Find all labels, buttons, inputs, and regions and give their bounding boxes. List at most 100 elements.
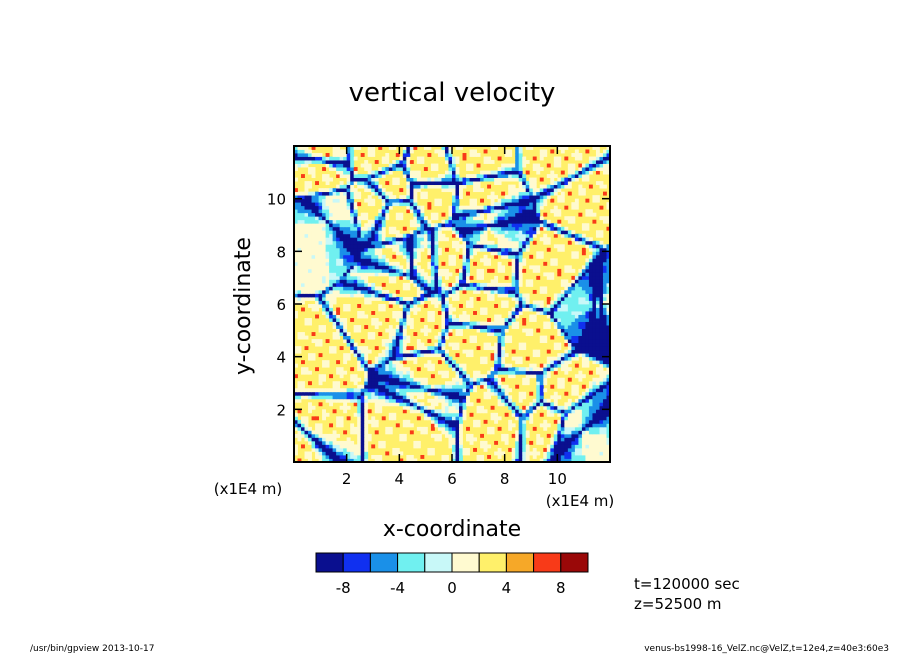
heatmap-cell (564, 293, 569, 298)
heatmap-cell (592, 458, 597, 462)
heatmap-cell (525, 377, 530, 382)
heatmap-cell (399, 377, 404, 382)
heatmap-cell (416, 258, 421, 263)
heatmap-cell (515, 191, 520, 196)
heatmap-cell (553, 363, 558, 368)
heatmap-cell (501, 230, 506, 235)
heatmap-cell (522, 370, 527, 375)
heatmap-cell (322, 195, 326, 200)
heatmap-cell (346, 191, 351, 196)
heatmap-cell (522, 202, 527, 207)
heatmap-cell (574, 202, 579, 207)
heatmap-cell (434, 296, 439, 301)
heatmap-cell (595, 321, 600, 326)
heatmap-cell (322, 230, 326, 235)
heatmap-cell (459, 363, 463, 368)
heatmap-cell (395, 370, 400, 375)
heatmap-cell (592, 416, 597, 421)
heatmap-cell (452, 188, 456, 193)
heatmap-cell (399, 244, 404, 249)
heatmap-cell (364, 286, 369, 291)
heatmap-cell (518, 177, 523, 182)
heatmap-cell (346, 247, 351, 252)
heatmap-cell (574, 335, 579, 340)
heatmap-cell (588, 391, 593, 396)
heatmap-cell (497, 170, 502, 175)
heatmap-cell (381, 339, 386, 344)
heatmap-cell (322, 272, 326, 277)
heatmap-cell (315, 314, 319, 319)
heatmap-cell (501, 286, 506, 291)
heatmap-cell (480, 377, 484, 382)
heatmap-cell (350, 265, 355, 270)
heatmap-cell (480, 230, 484, 235)
heatmap-cell (546, 275, 551, 280)
heatmap-cell (501, 247, 506, 252)
heatmap-cell (444, 416, 449, 421)
heatmap-cell (336, 286, 341, 291)
heatmap-cell (511, 318, 516, 322)
heatmap-cell (546, 447, 551, 452)
heatmap-cell (578, 275, 583, 280)
heatmap-cell (560, 282, 565, 287)
heatmap-cell (304, 247, 309, 252)
heatmap-cell (304, 367, 309, 372)
heatmap-cell (437, 181, 442, 186)
heatmap-cell (606, 268, 610, 273)
heatmap-cell (420, 384, 425, 389)
heatmap-cell (336, 174, 341, 178)
heatmap-cell (567, 177, 572, 182)
heatmap-cell (452, 233, 456, 238)
heatmap-cell (462, 318, 467, 322)
heatmap-cell (494, 314, 499, 319)
heatmap-cell (536, 398, 541, 403)
heatmap-cell (388, 296, 393, 301)
heatmap-cell (434, 437, 439, 442)
heatmap-cell (437, 223, 442, 228)
heatmap-cell (364, 391, 369, 396)
heatmap-cell (543, 402, 548, 407)
heatmap-cell (557, 181, 562, 186)
heatmap-cell (364, 160, 369, 164)
heatmap-cell (543, 212, 548, 217)
heatmap-cell (480, 307, 484, 312)
heatmap-cell (574, 296, 579, 301)
heatmap-cell (522, 300, 527, 305)
heatmap-cell (459, 426, 463, 431)
heatmap-cell (423, 384, 428, 389)
heatmap-cell (318, 237, 323, 242)
heatmap-cell (325, 304, 330, 308)
heatmap-cell (473, 381, 477, 386)
heatmap-cell (455, 381, 460, 386)
heatmap-cell (322, 412, 326, 417)
heatmap-cell (553, 258, 558, 263)
heatmap-cell (423, 286, 428, 291)
heatmap-cell (564, 367, 569, 372)
heatmap-cell (308, 402, 312, 407)
heatmap-cell (557, 384, 562, 389)
heatmap-cell (543, 339, 548, 344)
heatmap-cell (518, 367, 523, 372)
heatmap-cell (392, 254, 397, 259)
heatmap-cell (571, 349, 576, 354)
heatmap-cell (413, 268, 418, 273)
heatmap-cell (336, 423, 341, 428)
heatmap-cell (381, 381, 386, 386)
heatmap-cell (567, 286, 572, 291)
heatmap-cell (455, 374, 460, 379)
heatmap-cell (388, 325, 393, 329)
heatmap-cell (325, 240, 330, 245)
heatmap-cell (553, 356, 558, 361)
heatmap-cell (501, 244, 506, 249)
heatmap-cell (546, 247, 551, 252)
heatmap-cell (444, 405, 449, 410)
heatmap-cell (399, 311, 404, 315)
heatmap-cell (402, 370, 407, 375)
heatmap-cell (371, 398, 376, 403)
heatmap-cell (560, 314, 565, 319)
heatmap-cell (318, 339, 323, 344)
heatmap-cell (364, 272, 369, 277)
heatmap-cell (378, 226, 383, 231)
heatmap-cell (564, 426, 569, 431)
heatmap-cell (497, 282, 502, 287)
